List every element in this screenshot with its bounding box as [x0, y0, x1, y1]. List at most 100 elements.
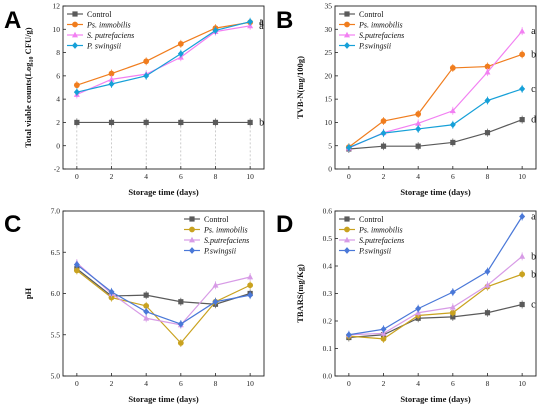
data-point — [74, 119, 80, 126]
legend-label: Control — [204, 215, 229, 224]
data-point — [247, 119, 253, 126]
y-tick-label: 0.1 — [323, 344, 333, 353]
legend-swatch-marker — [189, 247, 195, 254]
legend-swatch-marker — [72, 31, 78, 38]
data-point — [212, 119, 219, 126]
y-tick-label: 0.5 — [323, 234, 333, 243]
series-line-3 — [76, 262, 251, 326]
x-tick-label: 0 — [347, 379, 351, 388]
panel-letter-a: A — [4, 7, 21, 34]
x-tick-label: 6 — [451, 379, 455, 388]
legend-label: P.swingsii — [203, 246, 236, 255]
y-tick-label: -2 — [54, 165, 60, 174]
y-tick-label: 30 — [325, 25, 333, 34]
data-point — [108, 76, 115, 82]
data-point — [484, 63, 491, 70]
y-tick-label: 6.5 — [51, 248, 61, 257]
series-line-1 — [348, 303, 523, 339]
x-tick-label: 8 — [214, 379, 218, 388]
data-point — [449, 288, 456, 296]
x-tick-label: 10 — [518, 379, 526, 388]
data-point — [484, 282, 491, 288]
data-point — [212, 298, 219, 306]
y-tick-label: 6.0 — [51, 289, 61, 298]
x-tick-label: 4 — [144, 172, 148, 181]
legend-label: Control — [359, 10, 384, 19]
x-tick-label: 6 — [179, 172, 183, 181]
legend-swatch-marker — [344, 216, 350, 222]
legend-swatch-marker — [72, 11, 78, 17]
data-point — [178, 119, 184, 126]
series-line-1 — [76, 268, 251, 305]
y-tick-label: 10 — [325, 118, 333, 127]
significance-letter: a — [531, 26, 536, 37]
data-point — [345, 144, 352, 151]
significance-letter: c — [531, 300, 536, 311]
y-tick-label: 10 — [53, 25, 61, 34]
legend-label: P.swingsii — [358, 246, 391, 255]
y-axis-title-d: TBARS(mg/Kg) — [295, 264, 305, 323]
data-point — [415, 111, 422, 117]
y-tick-label: 5.0 — [51, 372, 61, 381]
x-tick-label: 0 — [75, 172, 79, 181]
series-line-4 — [76, 21, 251, 93]
y-tick-label: 6 — [56, 71, 60, 80]
series-line-2 — [348, 53, 523, 148]
significance-letter: b — [259, 117, 264, 128]
y-tick-label: 0.2 — [323, 317, 333, 326]
legend-swatch-marker — [344, 21, 350, 28]
legend-label: Ps. immobilis — [86, 20, 131, 29]
data-point — [449, 304, 456, 310]
plot-frame-a — [62, 5, 265, 170]
series-line-2 — [348, 273, 523, 340]
x-axis-title-b: Storage time (days) — [400, 187, 471, 197]
series-line-2 — [76, 21, 251, 86]
legend-label: S.putrefaciens — [359, 236, 404, 245]
data-point — [519, 51, 526, 58]
legend-label: S.putrefaciens — [359, 31, 404, 40]
y-tick-label: 0.4 — [323, 262, 333, 271]
legend-swatch-marker — [189, 216, 195, 222]
series-line-2 — [76, 269, 251, 344]
significance-letter: a — [259, 21, 264, 32]
panel-letter-b: B — [276, 7, 293, 34]
data-point — [415, 305, 422, 313]
data-point — [108, 119, 115, 126]
data-point — [415, 120, 422, 126]
y-tick-label: 15 — [325, 95, 333, 104]
x-tick-label: 10 — [246, 172, 254, 181]
data-point — [519, 253, 526, 259]
y-axis-title-b: TVB-N(mg/100g) — [295, 56, 305, 119]
significance-letter: c — [531, 84, 536, 95]
y-tick-label: 12 — [53, 2, 61, 11]
y-tick-label: 5.5 — [51, 330, 61, 339]
data-point — [449, 107, 456, 114]
plot-frame-b — [334, 5, 537, 170]
series-line-4 — [348, 216, 523, 336]
x-tick-label: 10 — [518, 172, 526, 181]
data-point — [177, 320, 184, 328]
x-axis-title-a: Storage time (days) — [128, 187, 199, 197]
data-point — [108, 294, 115, 301]
legend-swatch-marker — [344, 226, 350, 233]
legend-swatch-marker — [344, 11, 350, 17]
data-point — [143, 292, 149, 298]
y-tick-label: 0.6 — [323, 207, 333, 216]
data-point — [212, 27, 219, 34]
data-point — [177, 40, 184, 47]
data-point — [380, 118, 387, 124]
data-point — [143, 119, 149, 126]
data-point — [484, 310, 491, 316]
data-point — [108, 288, 115, 296]
data-point — [73, 82, 80, 89]
data-point — [212, 282, 219, 288]
panel-letter-d: D — [276, 211, 293, 238]
data-point — [449, 65, 456, 71]
x-tick-label: 4 — [416, 379, 420, 388]
data-point — [380, 129, 387, 137]
